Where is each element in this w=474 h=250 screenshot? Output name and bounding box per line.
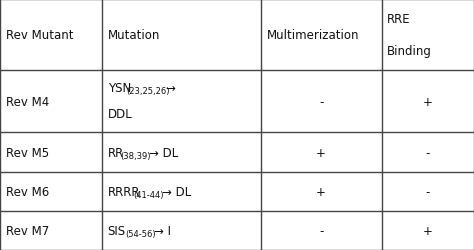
Text: YSN: YSN [108, 82, 131, 95]
Text: (54-56): (54-56) [126, 229, 156, 238]
Text: Mutation: Mutation [108, 29, 160, 42]
Text: →: → [165, 82, 175, 95]
Text: Binding: Binding [387, 44, 432, 58]
Text: Rev M4: Rev M4 [6, 96, 49, 108]
Text: → DL: → DL [149, 146, 178, 159]
Text: Rev M5: Rev M5 [6, 146, 49, 159]
Text: +: + [423, 96, 433, 108]
Text: → DL: → DL [162, 185, 191, 198]
Text: (38,39): (38,39) [120, 151, 151, 160]
Text: Rev M7: Rev M7 [6, 224, 49, 237]
Text: +: + [316, 146, 326, 159]
Text: -: - [426, 146, 430, 159]
Text: (23,25,26): (23,25,26) [127, 87, 170, 96]
Text: RR: RR [108, 146, 124, 159]
Text: Rev M6: Rev M6 [6, 185, 49, 198]
Text: +: + [423, 224, 433, 237]
Text: SIS: SIS [108, 224, 126, 237]
Text: -: - [319, 224, 323, 237]
Text: RRRR: RRRR [108, 185, 140, 198]
Text: RRE: RRE [387, 13, 411, 26]
Text: -: - [426, 185, 430, 198]
Text: (41-44): (41-44) [133, 190, 164, 199]
Text: +: + [316, 185, 326, 198]
Text: Multimerization: Multimerization [266, 29, 359, 42]
Text: Rev Mutant: Rev Mutant [6, 29, 73, 42]
Text: -: - [319, 96, 323, 108]
Text: → I: → I [154, 224, 171, 237]
Text: DDL: DDL [108, 108, 132, 121]
